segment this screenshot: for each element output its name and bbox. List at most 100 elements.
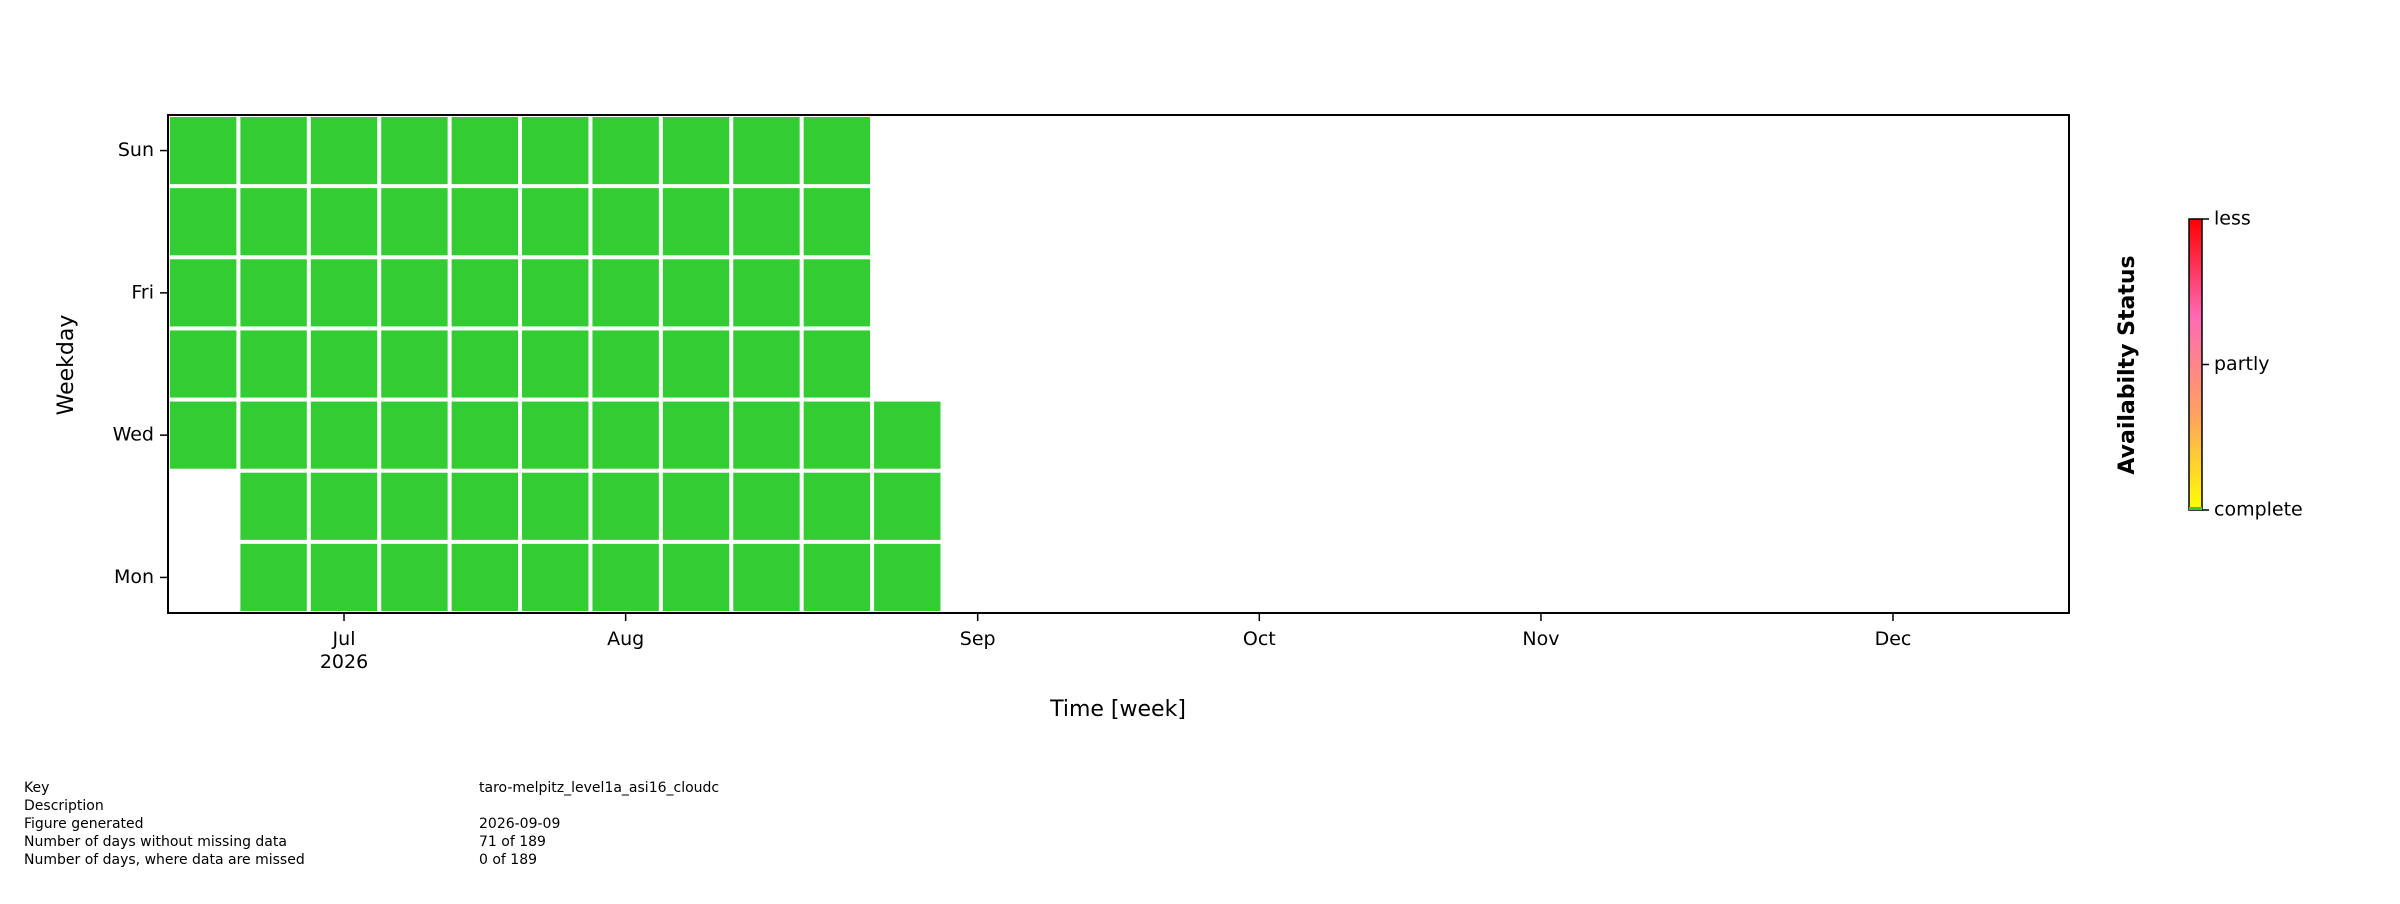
plot-frame <box>167 114 2070 614</box>
cell <box>451 543 519 611</box>
cell <box>310 330 378 398</box>
cell <box>592 472 659 540</box>
cell <box>733 259 800 327</box>
cell <box>240 117 307 185</box>
cell <box>381 330 448 398</box>
cell <box>310 543 378 611</box>
cell <box>170 401 237 469</box>
cell <box>803 259 871 327</box>
cell <box>803 188 871 256</box>
cell <box>592 117 659 185</box>
cell <box>240 259 307 327</box>
cell <box>592 330 659 398</box>
x-tick-label: Oct <box>1243 628 1276 650</box>
colorbar-label: Availabilty Status <box>2115 255 2140 474</box>
info-label: Key <box>24 780 49 796</box>
cell <box>522 543 589 611</box>
colorbar-complete-swatch <box>2189 507 2202 510</box>
cell <box>662 117 730 185</box>
cell <box>874 401 941 469</box>
cell <box>170 188 237 256</box>
cell <box>451 259 519 327</box>
cell <box>240 543 307 611</box>
cell <box>240 401 307 469</box>
cell <box>522 117 589 185</box>
cell <box>662 543 730 611</box>
cell <box>240 188 307 256</box>
cell <box>803 401 871 469</box>
y-axis-label: Weekday <box>54 315 79 416</box>
cell <box>381 117 448 185</box>
x-tick-label: Aug <box>607 628 644 650</box>
cell <box>240 472 307 540</box>
cell <box>803 543 871 611</box>
x-tick-label: Dec <box>1875 628 1912 650</box>
cell <box>310 117 378 185</box>
cell <box>381 188 448 256</box>
info-label: Number of days without missing data <box>24 834 287 850</box>
x-tick-label: Sep <box>960 628 996 650</box>
x-axis-label: Time [week] <box>1049 697 1186 722</box>
cell <box>451 330 519 398</box>
colorbar-tick-label: less <box>2214 208 2251 230</box>
y-tick-label: Sun <box>118 139 154 161</box>
cell <box>592 259 659 327</box>
cell <box>662 188 730 256</box>
info-value: 2026-09-09 <box>479 816 560 832</box>
cell <box>170 330 237 398</box>
cell <box>310 472 378 540</box>
cell <box>522 259 589 327</box>
cell <box>803 330 871 398</box>
cell <box>874 472 941 540</box>
cell <box>733 117 800 185</box>
cell <box>733 330 800 398</box>
info-label: Number of days, where data are missed <box>24 852 305 868</box>
info-value: 71 of 189 <box>479 834 546 850</box>
cell <box>240 330 307 398</box>
cell <box>310 401 378 469</box>
cell <box>522 472 589 540</box>
cell <box>662 401 730 469</box>
cell <box>803 472 871 540</box>
cell <box>381 472 448 540</box>
cell <box>733 188 800 256</box>
info-value: taro-melpitz_level1a_asi16_cloudc <box>479 780 719 796</box>
cell <box>310 259 378 327</box>
cell <box>170 117 237 185</box>
info-label: Description <box>24 798 104 814</box>
colorbar-tick-label: complete <box>2214 499 2303 521</box>
info-label: Figure generated <box>24 816 144 832</box>
cell <box>874 543 941 611</box>
cell <box>451 401 519 469</box>
cell <box>381 543 448 611</box>
cell <box>451 472 519 540</box>
cell <box>451 117 519 185</box>
colorbar-tick-label: partly <box>2214 353 2270 375</box>
cell <box>522 330 589 398</box>
x-tick-label: Nov <box>1522 628 1559 650</box>
y-tick-label: Wed <box>113 424 154 446</box>
cell <box>381 259 448 327</box>
y-tick-label: Mon <box>114 566 154 588</box>
cell <box>592 188 659 256</box>
cell <box>733 401 800 469</box>
colorbar <box>2188 218 2203 511</box>
cell <box>170 259 237 327</box>
cell <box>662 472 730 540</box>
y-tick-label: Fri <box>131 281 154 303</box>
cell <box>733 543 800 611</box>
cell <box>662 259 730 327</box>
cell <box>451 188 519 256</box>
cell <box>592 401 659 469</box>
cell <box>522 188 589 256</box>
cell <box>662 330 730 398</box>
cell <box>803 117 871 185</box>
cell <box>522 401 589 469</box>
info-value: 0 of 189 <box>479 852 537 868</box>
cell <box>381 401 448 469</box>
x-tick-label: Jul 2026 <box>320 628 368 673</box>
cell <box>310 188 378 256</box>
cell <box>592 543 659 611</box>
cell <box>733 472 800 540</box>
